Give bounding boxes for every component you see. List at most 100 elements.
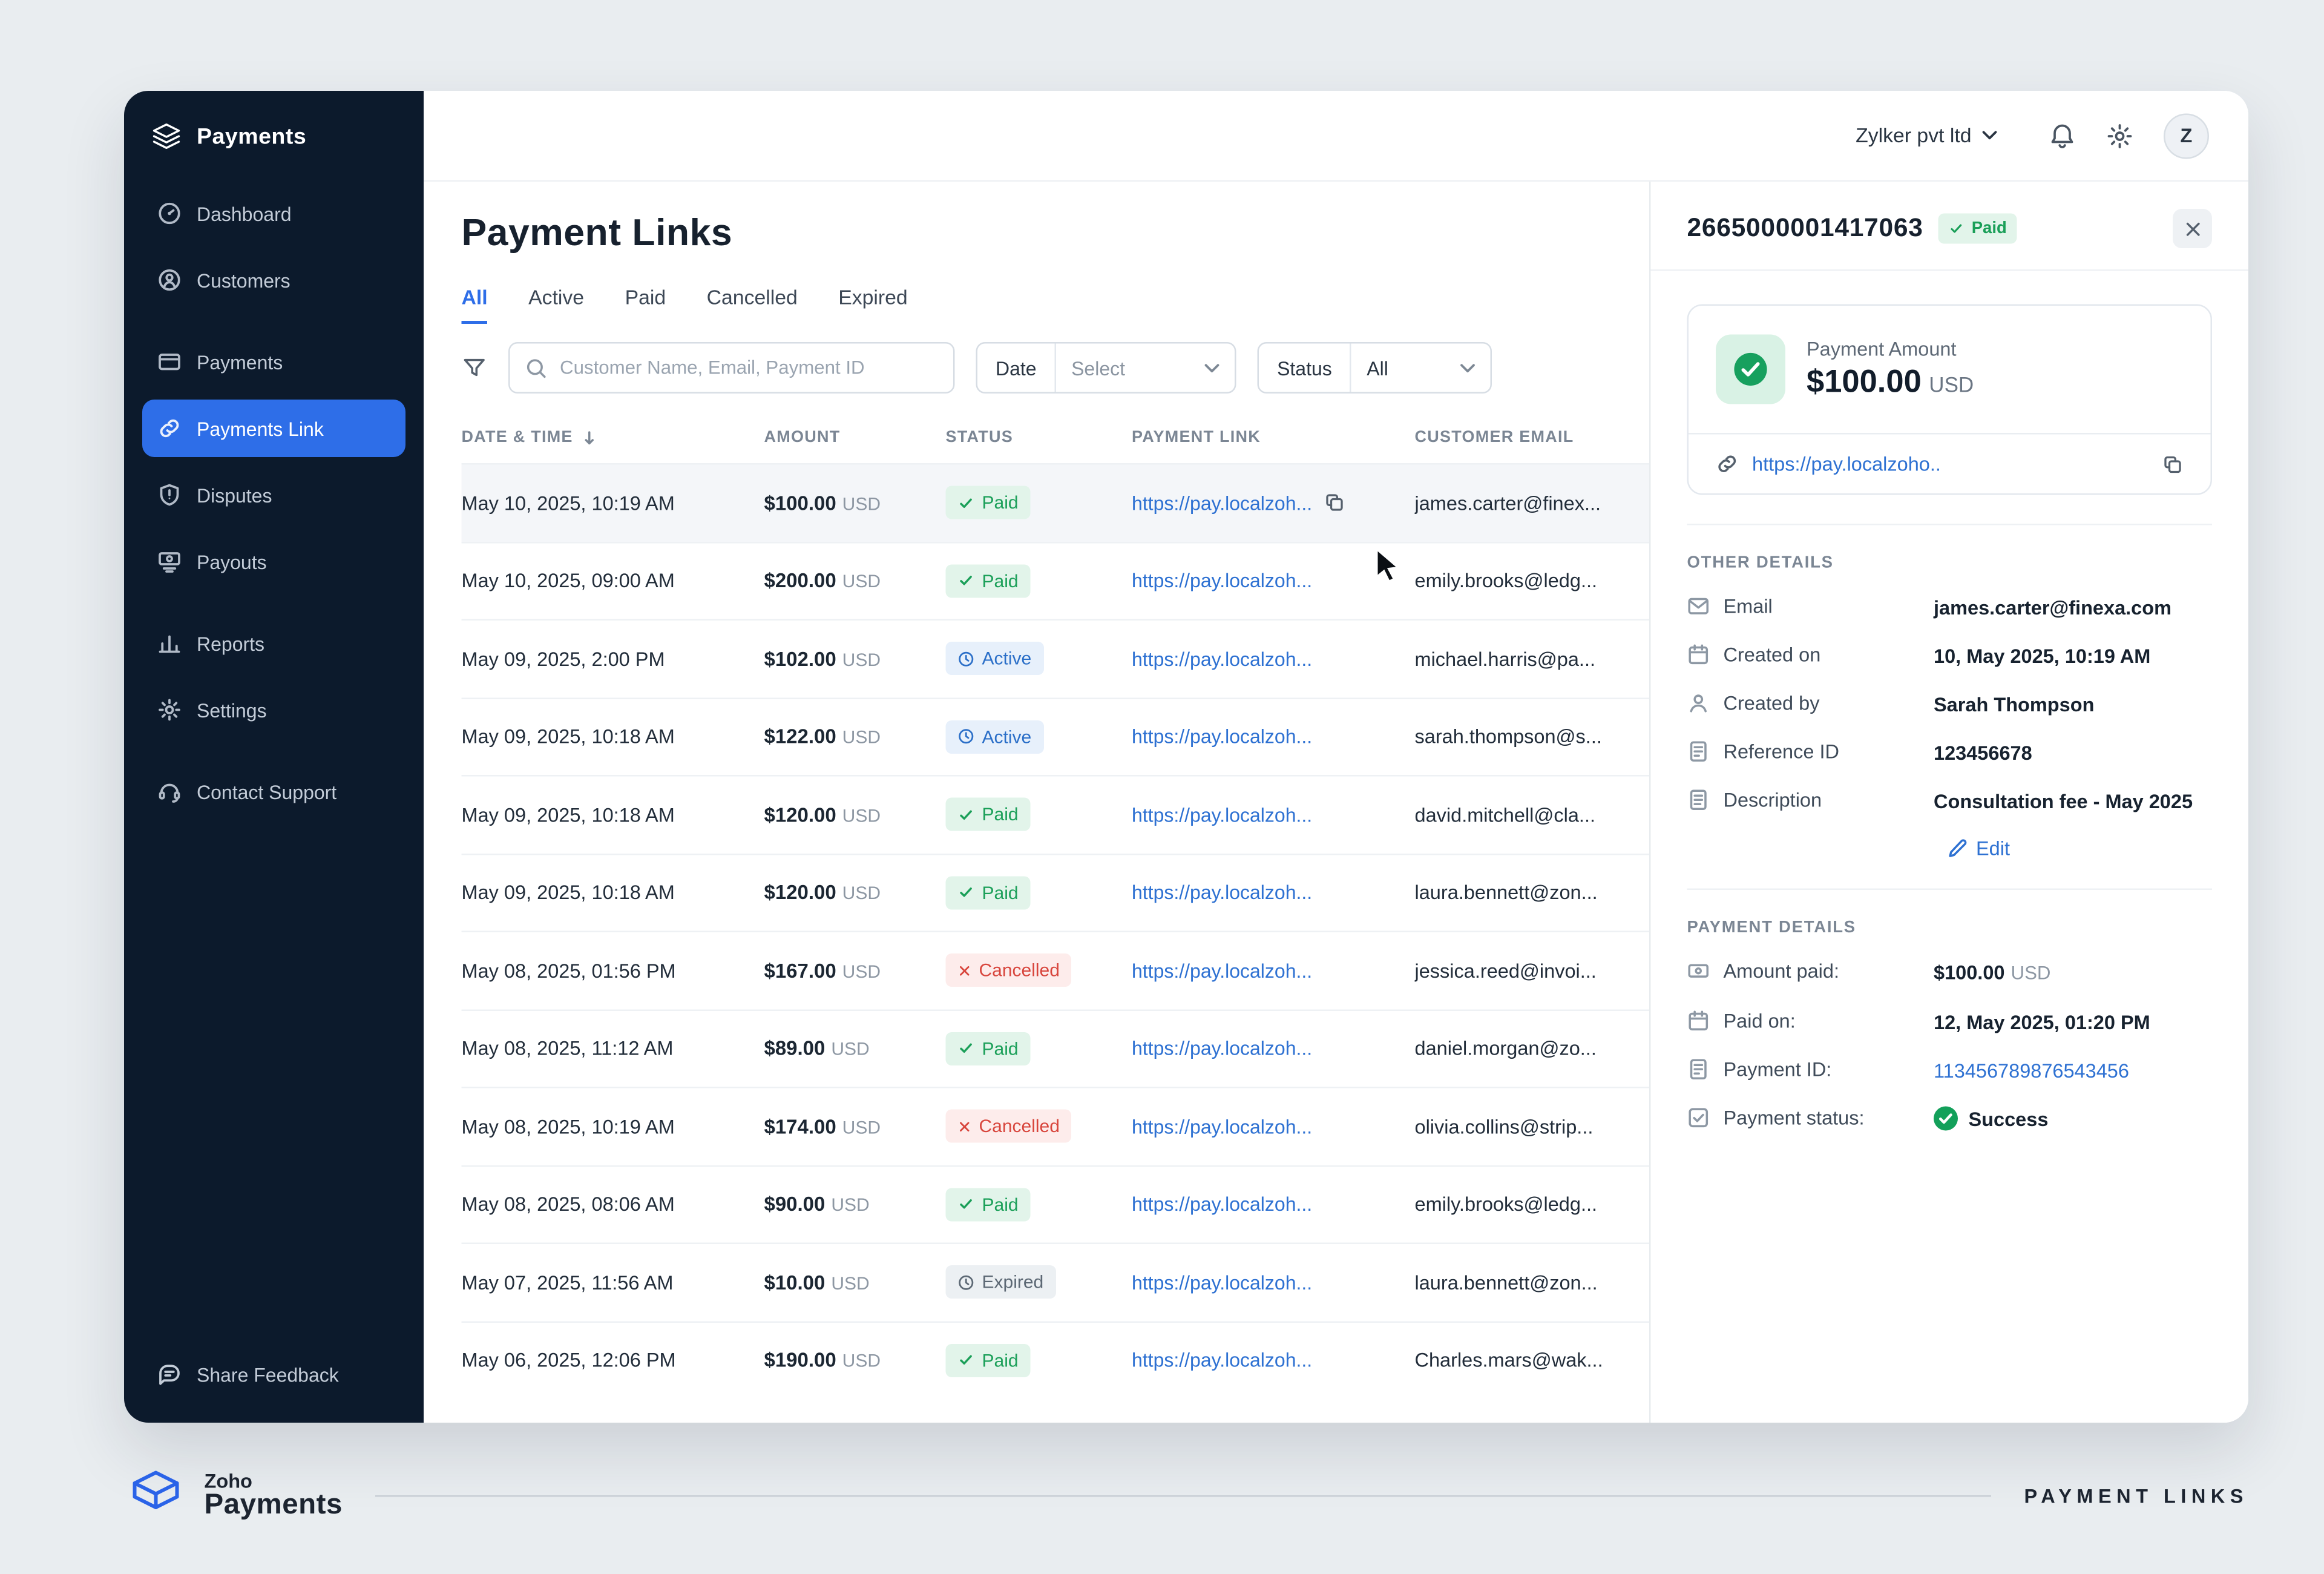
cell-date-time: May 10, 2025, 09:00 AM: [461, 569, 675, 593]
table-row[interactable]: May 09, 2025, 2:00 PM $102.00 USD Active …: [461, 619, 1649, 697]
notifications-button[interactable]: [2049, 122, 2076, 149]
cell-date-time: May 09, 2025, 10:18 AM: [461, 881, 675, 904]
table-row[interactable]: May 08, 2025, 11:12 AM $89.00 USD Paid ht…: [461, 1009, 1649, 1087]
payment-link[interactable]: https://pay.localzoh...: [1132, 1037, 1313, 1060]
date-filter-select[interactable]: Select: [1056, 344, 1235, 392]
sidebar-item-payments[interactable]: Payments: [142, 333, 405, 390]
payment-link[interactable]: https://pay.localzoh...: [1132, 491, 1313, 515]
status-filter[interactable]: Status All: [1257, 342, 1492, 394]
sidebar-item-label: Disputes: [197, 483, 272, 507]
table-row[interactable]: May 06, 2025, 12:06 PM $190.00 USD Paid h…: [461, 1320, 1649, 1398]
sidebar-item-payments-link[interactable]: Payments Link: [142, 400, 405, 457]
sidebar-item-disputes[interactable]: Disputes: [142, 466, 405, 524]
settings-button[interactable]: [2106, 122, 2133, 149]
table-row[interactable]: May 09, 2025, 10:18 AM $120.00 USD Paid h…: [461, 852, 1649, 931]
sidebar-item-customers[interactable]: Customers: [142, 251, 405, 309]
column-customer-email[interactable]: CUSTOMER EMAIL: [1414, 428, 1574, 447]
detail-row-amount-paid: Amount paid: $100.00 USD: [1687, 960, 2213, 987]
column-payment-link[interactable]: PAYMENT LINK: [1132, 428, 1261, 447]
cell-date-time: May 10, 2025, 10:19 AM: [461, 491, 675, 515]
detail-label: Created on: [1723, 643, 1821, 667]
detail-label: Amount paid:: [1723, 960, 1840, 983]
table-row[interactable]: May 09, 2025, 10:18 AM $122.00 USD Active…: [461, 697, 1649, 775]
zoho-logo-icon: [133, 1470, 179, 1509]
dashboard-icon: [159, 202, 180, 225]
table-row[interactable]: May 10, 2025, 09:00 AM $200.00 USD Paid h…: [461, 541, 1649, 619]
cell-amount: $200.00 USD: [764, 569, 881, 593]
copy-icon[interactable]: [2162, 453, 2184, 475]
edit-button[interactable]: Edit: [1948, 837, 2213, 860]
cell-customer-email: james.carter@finex...: [1414, 491, 1601, 515]
payment-link[interactable]: https://pay.localzoh...: [1132, 647, 1313, 670]
sidebar-item-contact-support[interactable]: Contact Support: [142, 763, 405, 820]
payment-link[interactable]: https://pay.localzoh...: [1132, 803, 1313, 826]
payment-link[interactable]: https://pay.localzoh...: [1132, 959, 1313, 982]
tab-paid[interactable]: Paid: [625, 286, 666, 309]
table-row[interactable]: May 09, 2025, 10:18 AM $120.00 USD Paid h…: [461, 775, 1649, 853]
sidebar-item-reports[interactable]: Reports: [142, 614, 405, 672]
status-badge-paid: Paid: [945, 564, 1031, 598]
sidebar-group-gap: [142, 748, 405, 763]
payment-link[interactable]: https://pay.localzoho..: [1752, 452, 1941, 476]
column-date-time[interactable]: DATE & TIME: [462, 429, 764, 447]
detail-label: Paid on:: [1723, 1009, 1796, 1032]
tab-expired[interactable]: Expired: [838, 286, 908, 309]
tab-active[interactable]: Active: [528, 286, 585, 309]
share-feedback-label: Share Feedback: [197, 1363, 339, 1386]
payment-link[interactable]: https://pay.localzoh...: [1132, 1193, 1313, 1216]
org-switcher[interactable]: Zylker pvt ltd: [1856, 124, 1997, 147]
banknote-icon: [1688, 964, 1709, 978]
filter-button[interactable]: [462, 355, 488, 381]
table-row[interactable]: May 08, 2025, 01:56 PM $167.00 USD Cancel…: [461, 930, 1649, 1009]
status-filter-select[interactable]: All: [1351, 344, 1491, 392]
cell-status: Paid: [945, 564, 1132, 598]
footer-divider: [375, 1494, 1991, 1497]
detail-row-created-on: Created on 10, May 2025, 10:19 AM: [1687, 644, 2213, 670]
table-row[interactable]: May 08, 2025, 10:19 AM $174.00 USD Cancel…: [461, 1087, 1649, 1165]
date-filter[interactable]: Date Select: [976, 342, 1236, 394]
payment-link[interactable]: https://pay.localzoh...: [1132, 881, 1313, 904]
close-panel-button[interactable]: [2173, 209, 2212, 248]
tab-cancelled[interactable]: Cancelled: [706, 286, 798, 309]
cell-customer-email: laura.bennett@zon...: [1414, 1271, 1598, 1294]
chevron-down-icon: [1204, 363, 1219, 374]
status-badge-active: Active: [945, 642, 1044, 676]
column-amount[interactable]: AMOUNT: [764, 428, 841, 447]
payment-link[interactable]: https://pay.localzoh...: [1132, 569, 1313, 593]
search-input[interactable]: [560, 357, 938, 378]
detail-label: Reference ID: [1723, 740, 1839, 763]
status-badge-active: Active: [945, 720, 1044, 754]
cell-payment-link: https://pay.localzoh...: [1132, 491, 1415, 515]
payment-link[interactable]: https://pay.localzoh...: [1132, 1271, 1313, 1294]
payment-link[interactable]: https://pay.localzoh...: [1132, 1115, 1313, 1138]
cell-date-time: May 07, 2025, 11:56 AM: [461, 1271, 674, 1294]
payment-id-link[interactable]: 113456789876543456: [1934, 1059, 2129, 1082]
cell-date-time: May 06, 2025, 12:06 PM: [461, 1349, 676, 1372]
sidebar-item-settings[interactable]: Settings: [142, 681, 405, 739]
table-row[interactable]: May 10, 2025, 10:19 AM $100.00 USD Paid h…: [461, 463, 1649, 541]
sidebar-item-payouts[interactable]: Payouts: [142, 533, 405, 590]
status-badge-paid: Paid: [945, 875, 1031, 909]
payment-link[interactable]: https://pay.localzoh...: [1132, 725, 1313, 748]
table-row[interactable]: May 08, 2025, 08:06 AM $90.00 USD Paid ht…: [461, 1164, 1649, 1243]
calendar-icon: [1689, 1010, 1709, 1030]
copy-icon[interactable]: [1324, 492, 1345, 513]
sidebar-item-label: Settings: [197, 698, 267, 722]
share-feedback-button[interactable]: Share Feedback: [124, 1341, 424, 1423]
cell-amount: $100.00 USD: [764, 491, 881, 515]
cell-date-time: May 09, 2025, 10:18 AM: [461, 803, 675, 826]
detail-label: Email: [1723, 594, 1773, 618]
tab-all[interactable]: All: [462, 286, 488, 324]
cell-status: Cancelled: [945, 953, 1132, 987]
status-badge-paid: Paid: [945, 486, 1031, 520]
cell-customer-email: laura.bennett@zon...: [1414, 881, 1598, 904]
sidebar-item-dashboard[interactable]: Dashboard: [142, 185, 405, 242]
avatar[interactable]: Z: [2164, 113, 2209, 159]
customers-icon: [159, 269, 180, 291]
sidebar-item-label: Reports: [197, 631, 265, 655]
column-status[interactable]: STATUS: [945, 428, 1013, 447]
payment-link[interactable]: https://pay.localzoh...: [1132, 1349, 1313, 1372]
sidebar-item-label: Dashboard: [197, 202, 292, 225]
table-row[interactable]: May 07, 2025, 11:56 AM $10.00 USD Expired…: [461, 1242, 1649, 1321]
